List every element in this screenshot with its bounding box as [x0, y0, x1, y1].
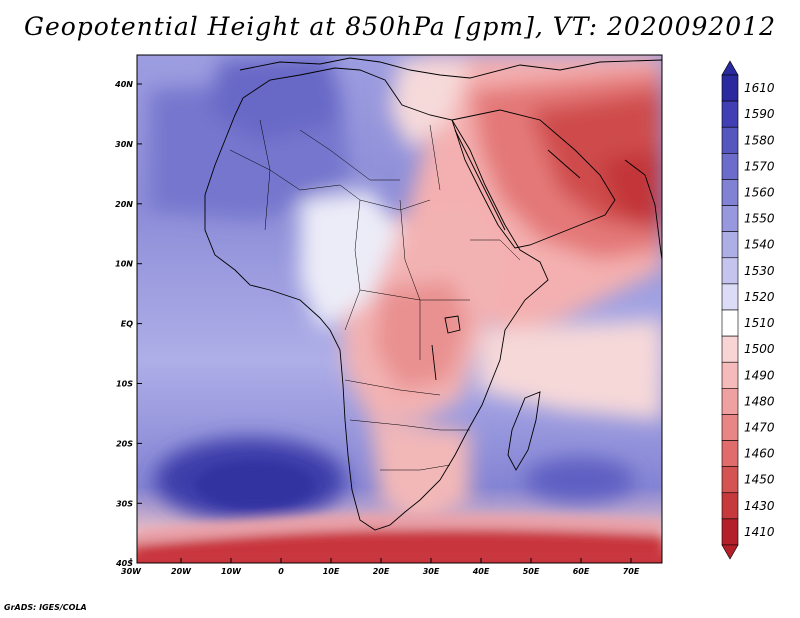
colorbar-level-label: 1590 [744, 107, 775, 121]
colorbar-level-label: 1530 [744, 264, 775, 278]
colorbar-swatch [721, 335, 739, 363]
colorbar-swatch [721, 179, 739, 206]
lat-tick-label: 40S [115, 559, 133, 568]
lake-tanganyika [431, 344, 437, 381]
lat-tick-label: 10N [115, 260, 133, 269]
colorbar-swatch [721, 283, 739, 311]
lon-tick-label: 50E [523, 567, 540, 576]
grads-credit: GrADS: IGES/COLA [4, 603, 87, 612]
lat-tick-label: 30N [115, 140, 133, 149]
colorbar-level-label: 1540 [744, 238, 775, 252]
lon-tick-label: 70E [623, 567, 640, 576]
colorbar: 1610 1590 1580 1570 1560 1550 1540 1530 1520 1510… [721, 60, 775, 560]
lat-tick-label: 20S [116, 439, 133, 448]
india-coastline [624, 159, 662, 261]
lat-tick-label: EQ [121, 320, 133, 329]
colorbar-level-label: 1410 [744, 525, 775, 539]
arabia-coastline [451, 109, 616, 249]
colorbar-level-label: 1520 [744, 290, 775, 304]
colorbar-level-label: 1550 [744, 212, 775, 226]
lat-tick-label: 40N [114, 80, 133, 89]
colorbar-swatch [721, 205, 739, 232]
lon-tick-label: 30W [121, 567, 142, 576]
colorbar-swatch [721, 361, 739, 389]
colorbar-level-label: 1450 [744, 473, 775, 487]
colorbar-level-label: 1500 [744, 342, 775, 356]
plot-frame [136, 54, 663, 564]
colorbar-bottom-arrow [721, 544, 739, 560]
colorbar-level-label: 1580 [744, 133, 775, 147]
colorbar-swatch [721, 257, 739, 285]
latitude-ticks: 40N 30N 20N 10N EQ 10S 20S 30S 40S [114, 80, 142, 568]
colorbar-swatch [721, 440, 739, 467]
colorbar-swatch [721, 492, 739, 520]
colorbar-level-label: 1510 [744, 316, 775, 330]
lon-tick-label: 10W [221, 567, 242, 576]
red-sea [454, 129, 506, 231]
lon-tick-label: 40E [472, 567, 490, 576]
lat-tick-label: 20N [115, 200, 133, 209]
colorbar-level-label: 1610 [744, 81, 775, 95]
colorbar-swatch [721, 231, 739, 259]
colorbar-swatch [721, 153, 739, 180]
colorbar-level-label: 1490 [744, 368, 775, 382]
colorbar-top-arrow [721, 60, 739, 76]
lon-tick-label: 0 [278, 567, 284, 576]
lat-tick-label: 10S [116, 380, 133, 389]
map-title: Geopotential Height at 850hPa [gpm], VT:… [23, 12, 777, 41]
madagascar-coastline [507, 391, 541, 471]
longitude-ticks: 30W 20W 10W 0 10E 20E 30E 40E 50E 60E 70E [121, 558, 640, 576]
lon-tick-label: 30E [423, 567, 440, 576]
lon-tick-label: 10E [323, 567, 340, 576]
colorbar-swatch [721, 74, 739, 102]
colorbar-swatch [721, 518, 739, 546]
height-field-shading [137, 55, 662, 563]
lake-victoria [444, 315, 461, 334]
colorbar-level-label: 1470 [744, 421, 775, 435]
europe-coastline [239, 57, 662, 79]
colorbar-swatch [721, 388, 739, 415]
persian-gulf [547, 149, 581, 179]
colorbar-swatch [721, 414, 739, 441]
lon-tick-label: 60E [573, 567, 590, 576]
colorbar-swatch [721, 309, 739, 337]
africa-coastline [204, 67, 549, 531]
colorbar-level-label: 1460 [744, 447, 775, 461]
political-borders [229, 119, 521, 471]
colorbar-level-label: 1560 [744, 186, 775, 200]
coastlines [204, 57, 662, 531]
colorbar-swatch [721, 466, 739, 494]
lat-tick-label: 30S [116, 499, 133, 508]
colorbar-level-label: 1430 [744, 499, 775, 513]
colorbar-level-label: 1570 [744, 159, 775, 173]
colorbar-level-label: 1480 [744, 394, 775, 408]
colorbar-swatch [721, 100, 739, 128]
lon-tick-label: 20W [171, 567, 192, 576]
colorbar-swatch [721, 126, 739, 154]
lon-tick-label: 20E [373, 567, 390, 576]
